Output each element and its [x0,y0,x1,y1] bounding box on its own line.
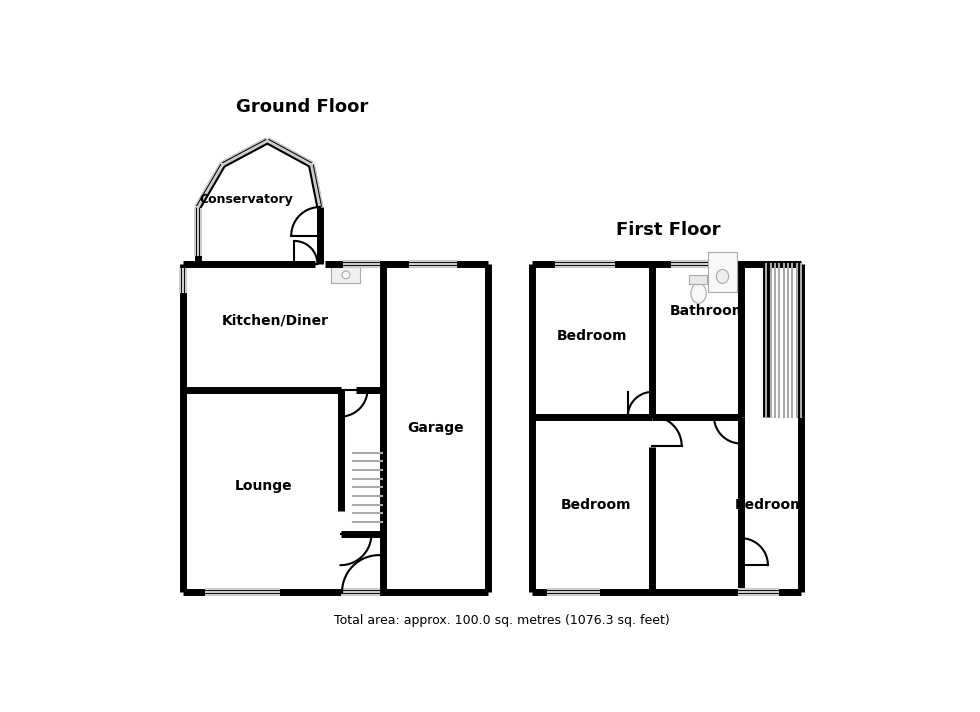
Bar [330,266,360,283]
Text: Garage: Garage [407,421,464,435]
Bar [650,417,655,446]
Bar [689,275,708,284]
Bar [330,266,360,283]
Polygon shape [198,141,319,264]
Bar [740,589,778,595]
Circle shape [342,271,350,278]
Text: Bedroom: Bedroom [735,498,806,512]
Bar [739,565,743,592]
Bar [625,414,653,419]
Bar [206,589,279,595]
Ellipse shape [716,269,729,283]
Text: Bedroom: Bedroom [557,329,627,342]
Bar [531,264,801,592]
Bar [410,261,456,267]
Bar [708,252,737,292]
Text: Lounge: Lounge [235,479,292,493]
Text: Total area: approx. 100.0 sq. metres (1076.3 sq. feet): Total area: approx. 100.0 sq. metres (10… [334,614,670,627]
Bar [557,261,613,267]
Text: Bathroom: Bathroom [670,304,747,318]
Bar [342,589,379,595]
Bar [342,588,380,596]
Text: Bedroom: Bedroom [561,498,631,512]
Text: Conservatory: Conservatory [200,193,293,206]
Text: First Floor: First Floor [615,221,720,239]
Bar [195,209,201,255]
Bar [179,268,186,292]
Bar [182,264,488,592]
Ellipse shape [691,283,707,303]
Bar [549,589,599,595]
Text: Kitchen/Diner: Kitchen/Diner [221,313,328,328]
Bar [344,261,379,267]
Bar [671,261,711,267]
Text: Ground Floor: Ground Floor [236,98,368,116]
Bar [714,414,741,419]
